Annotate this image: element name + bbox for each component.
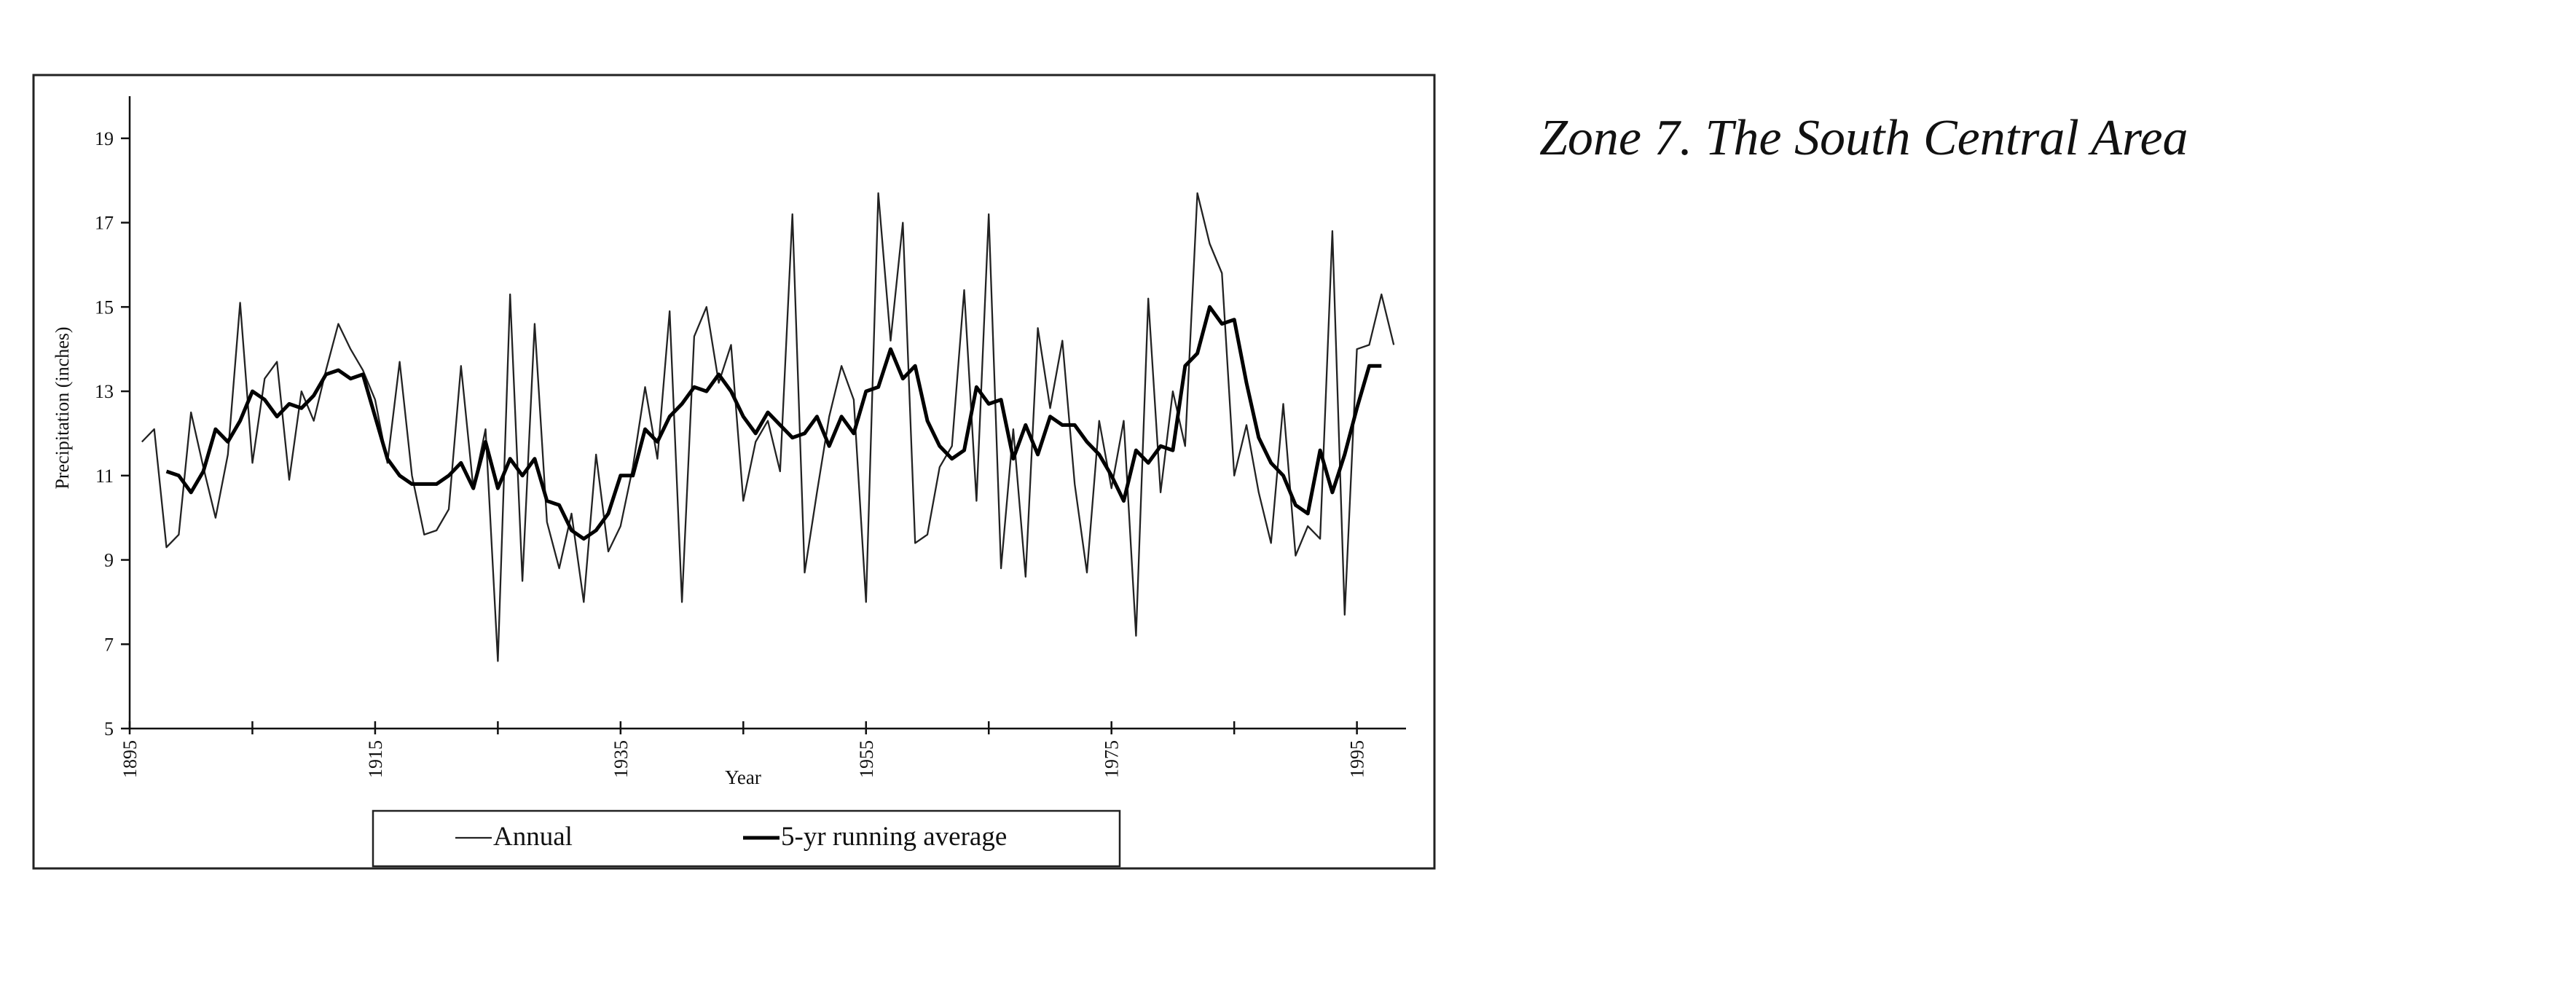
legend-box xyxy=(372,809,1121,868)
y-axis-label: Precipitation (inches) xyxy=(52,326,73,489)
y-tick-label: 17 xyxy=(95,213,114,234)
x-tick-label: 1955 xyxy=(856,740,877,778)
y-tick-label: 7 xyxy=(104,634,114,655)
title: Zone 7. The South Central Area xyxy=(1539,110,2188,166)
x-tick-label: 1915 xyxy=(365,740,386,778)
legend-label: 5-yr running average xyxy=(781,822,1007,852)
x-axis-label: Year xyxy=(725,766,761,788)
x-tick-label: 1995 xyxy=(1347,740,1368,778)
x-tick-label: 1895 xyxy=(119,740,141,778)
y-tick-label: 9 xyxy=(104,550,114,571)
series-line xyxy=(141,192,1395,662)
y-tick-label: 11 xyxy=(95,466,114,487)
x-tick-label: 1935 xyxy=(610,740,632,778)
legend-label: Annual xyxy=(493,822,573,852)
y-tick-label: 15 xyxy=(95,297,114,318)
chart-frame xyxy=(32,74,1436,870)
y-tick-label: 5 xyxy=(104,718,114,739)
y-tick-label: 13 xyxy=(95,381,114,402)
y-tick-label: 19 xyxy=(95,128,114,149)
series-line xyxy=(165,305,1382,541)
x-tick-label: 1975 xyxy=(1102,740,1123,778)
